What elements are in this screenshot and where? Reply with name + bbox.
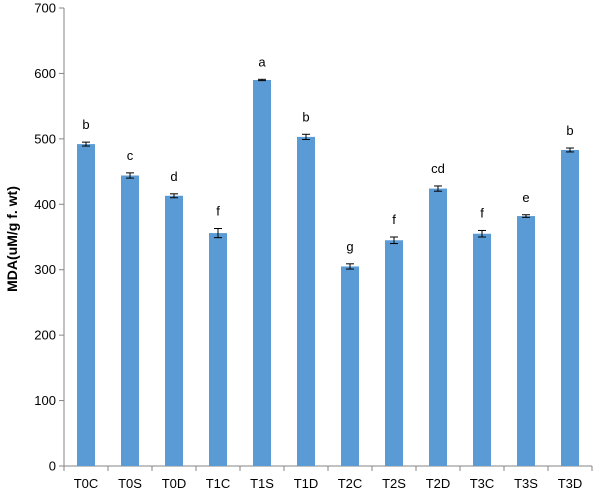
significance-label: a [258, 54, 266, 69]
significance-label: f [480, 205, 484, 220]
x-tick-label: T3S [514, 476, 538, 491]
x-tick-label: T3D [558, 476, 583, 491]
significance-label: f [216, 203, 220, 218]
significance-label: b [566, 123, 573, 138]
bar-t3s [517, 216, 535, 466]
bar-t1d [297, 136, 315, 466]
bar-t2c [341, 266, 359, 466]
bar-t1s [253, 79, 271, 466]
y-tick-label: 200 [34, 328, 56, 343]
significance-label: f [392, 212, 396, 227]
x-tick-label: T3C [470, 476, 495, 491]
significance-label: d [170, 169, 177, 184]
x-tick-label: T0S [118, 476, 142, 491]
bar-t1c [209, 233, 227, 466]
y-tick-label: 300 [34, 262, 56, 277]
bars [77, 79, 579, 467]
significance-label: b [82, 117, 89, 132]
bar-t0c [77, 144, 95, 466]
bar-t3c [473, 233, 491, 466]
significance-label: b [302, 109, 309, 124]
significance-label: e [522, 190, 529, 205]
y-tick-label: 500 [34, 131, 56, 146]
x-tick-label: T2D [426, 476, 451, 491]
y-tick-label: 100 [34, 393, 56, 408]
x-tick-label: T1D [294, 476, 319, 491]
y-axis: 0 100 200 300 400 500 600 700 [34, 1, 65, 474]
y-tick-label: 700 [34, 1, 56, 16]
error-bars [82, 78, 574, 270]
significance-label: c [127, 148, 134, 163]
x-tick-label: T0D [162, 476, 187, 491]
y-tick-label: 0 [49, 459, 56, 474]
y-tick-label: 400 [34, 197, 56, 212]
bar-t0s [121, 175, 139, 467]
bar-t2d [429, 188, 447, 466]
significance-label: cd [431, 161, 445, 176]
x-tick-label: T2S [382, 476, 406, 491]
x-tick-label: T0C [74, 476, 99, 491]
bar-t0d [165, 195, 183, 466]
y-axis-label: MDA(uM/g f. wt) [4, 186, 20, 292]
bar-t2s [385, 240, 403, 466]
significance-label: g [346, 239, 353, 254]
x-tick-label: T2C [338, 476, 363, 491]
bar-t3d [561, 149, 579, 467]
y-tick-label: 600 [34, 66, 56, 81]
x-tick-label: T1C [206, 476, 231, 491]
x-tick-label: T1S [250, 476, 274, 491]
x-axis: T0C T0S T0D T1C T1S T1D T2C T2S T2D T3C T3S T3D [63, 465, 593, 491]
